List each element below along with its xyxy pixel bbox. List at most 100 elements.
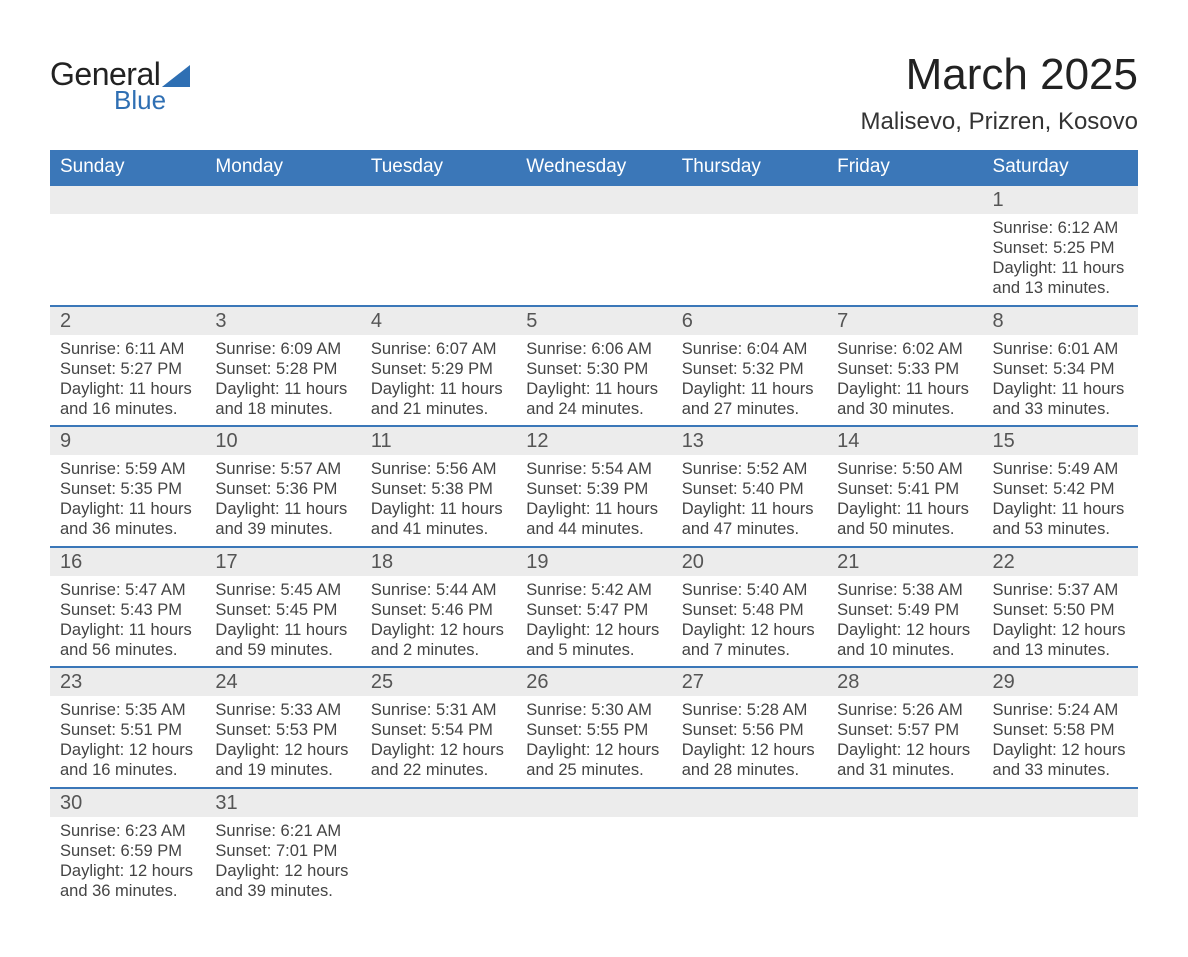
- sunset-line: Sunset: 5:25 PM: [993, 238, 1128, 258]
- day-number: 12: [516, 427, 671, 455]
- day-detail: [516, 817, 671, 847]
- day-number: 25: [361, 668, 516, 696]
- day-number: 29: [983, 668, 1138, 696]
- sunrise-line: Sunrise: 5:49 AM: [993, 459, 1128, 479]
- day-detail: Sunrise: 5:37 AMSunset: 5:50 PMDaylight:…: [983, 576, 1138, 667]
- sunset-line: Sunset: 5:35 PM: [60, 479, 195, 499]
- calendar-week: 2Sunrise: 6:11 AMSunset: 5:27 PMDaylight…: [50, 306, 1138, 427]
- sunset-line: Sunset: 5:30 PM: [526, 359, 661, 379]
- sunrise-line: Sunrise: 5:44 AM: [371, 580, 506, 600]
- day-detail: [361, 214, 516, 244]
- sunset-line: Sunset: 5:48 PM: [682, 600, 817, 620]
- day-detail: Sunrise: 5:40 AMSunset: 5:48 PMDaylight:…: [672, 576, 827, 667]
- sunrise-line: Sunrise: 5:24 AM: [993, 700, 1128, 720]
- sunrise-line: Sunrise: 6:06 AM: [526, 339, 661, 359]
- day-number: [361, 789, 516, 817]
- sunrise-line: Sunrise: 5:45 AM: [215, 580, 350, 600]
- day-number: 20: [672, 548, 827, 576]
- day-number: 7: [827, 307, 982, 335]
- day-header-sunday: Sunday: [50, 150, 205, 185]
- calendar-cell: 8Sunrise: 6:01 AMSunset: 5:34 PMDaylight…: [983, 306, 1138, 427]
- sunrise-line: Sunrise: 5:33 AM: [215, 700, 350, 720]
- day-detail: Sunrise: 6:09 AMSunset: 5:28 PMDaylight:…: [205, 335, 360, 426]
- sunset-line: Sunset: 5:41 PM: [837, 479, 972, 499]
- calendar-cell: 31Sunrise: 6:21 AMSunset: 7:01 PMDayligh…: [205, 788, 360, 908]
- day-number: 19: [516, 548, 671, 576]
- day-number: [983, 789, 1138, 817]
- daylight-line: Daylight: 11 hours and 18 minutes.: [215, 379, 350, 419]
- sunset-line: Sunset: 5:28 PM: [215, 359, 350, 379]
- day-number: [827, 789, 982, 817]
- daylight-line: Daylight: 12 hours and 16 minutes.: [60, 740, 195, 780]
- day-number: 17: [205, 548, 360, 576]
- day-header-tuesday: Tuesday: [361, 150, 516, 185]
- calendar-cell: 17Sunrise: 5:45 AMSunset: 5:45 PMDayligh…: [205, 547, 360, 668]
- day-number: 22: [983, 548, 1138, 576]
- day-number: [50, 186, 205, 214]
- daylight-line: Daylight: 12 hours and 33 minutes.: [993, 740, 1128, 780]
- daylight-line: Daylight: 12 hours and 2 minutes.: [371, 620, 506, 660]
- sunrise-line: Sunrise: 5:50 AM: [837, 459, 972, 479]
- daylight-line: Daylight: 11 hours and 44 minutes.: [526, 499, 661, 539]
- calendar-cell: 13Sunrise: 5:52 AMSunset: 5:40 PMDayligh…: [672, 426, 827, 547]
- sunrise-line: Sunrise: 5:38 AM: [837, 580, 972, 600]
- day-number: 11: [361, 427, 516, 455]
- day-number: 24: [205, 668, 360, 696]
- day-number: 26: [516, 668, 671, 696]
- sunset-line: Sunset: 5:32 PM: [682, 359, 817, 379]
- day-detail: Sunrise: 5:42 AMSunset: 5:47 PMDaylight:…: [516, 576, 671, 667]
- day-number: [205, 186, 360, 214]
- calendar-cell: 12Sunrise: 5:54 AMSunset: 5:39 PMDayligh…: [516, 426, 671, 547]
- sunrise-line: Sunrise: 6:23 AM: [60, 821, 195, 841]
- sunrise-line: Sunrise: 5:40 AM: [682, 580, 817, 600]
- calendar-cell: [50, 185, 205, 306]
- calendar-cell: 14Sunrise: 5:50 AMSunset: 5:41 PMDayligh…: [827, 426, 982, 547]
- day-number: 27: [672, 668, 827, 696]
- day-number: 13: [672, 427, 827, 455]
- day-number: [672, 789, 827, 817]
- calendar-cell: 9Sunrise: 5:59 AMSunset: 5:35 PMDaylight…: [50, 426, 205, 547]
- day-number: 21: [827, 548, 982, 576]
- day-detail: [983, 817, 1138, 847]
- day-number: 2: [50, 307, 205, 335]
- calendar-cell: 15Sunrise: 5:49 AMSunset: 5:42 PMDayligh…: [983, 426, 1138, 547]
- day-number: 14: [827, 427, 982, 455]
- calendar-cell: 6Sunrise: 6:04 AMSunset: 5:32 PMDaylight…: [672, 306, 827, 427]
- day-number: 16: [50, 548, 205, 576]
- daylight-line: Daylight: 11 hours and 13 minutes.: [993, 258, 1128, 298]
- calendar-cell: 1Sunrise: 6:12 AMSunset: 5:25 PMDaylight…: [983, 185, 1138, 306]
- sunrise-line: Sunrise: 5:57 AM: [215, 459, 350, 479]
- day-number: [516, 186, 671, 214]
- daylight-line: Daylight: 12 hours and 13 minutes.: [993, 620, 1128, 660]
- day-number: 31: [205, 789, 360, 817]
- daylight-line: Daylight: 11 hours and 59 minutes.: [215, 620, 350, 660]
- logo: General Blue: [50, 50, 190, 116]
- calendar-cell: 25Sunrise: 5:31 AMSunset: 5:54 PMDayligh…: [361, 667, 516, 788]
- calendar-cell: [672, 788, 827, 908]
- sunset-line: Sunset: 5:54 PM: [371, 720, 506, 740]
- day-detail: Sunrise: 5:28 AMSunset: 5:56 PMDaylight:…: [672, 696, 827, 787]
- sunrise-line: Sunrise: 6:12 AM: [993, 218, 1128, 238]
- sunrise-line: Sunrise: 6:09 AM: [215, 339, 350, 359]
- calendar-week: 16Sunrise: 5:47 AMSunset: 5:43 PMDayligh…: [50, 547, 1138, 668]
- sunset-line: Sunset: 5:58 PM: [993, 720, 1128, 740]
- daylight-line: Daylight: 12 hours and 10 minutes.: [837, 620, 972, 660]
- sunrise-line: Sunrise: 6:04 AM: [682, 339, 817, 359]
- day-number: 5: [516, 307, 671, 335]
- sunset-line: Sunset: 5:57 PM: [837, 720, 972, 740]
- day-detail: Sunrise: 5:54 AMSunset: 5:39 PMDaylight:…: [516, 455, 671, 546]
- day-detail: Sunrise: 5:50 AMSunset: 5:41 PMDaylight:…: [827, 455, 982, 546]
- day-detail: Sunrise: 5:49 AMSunset: 5:42 PMDaylight:…: [983, 455, 1138, 546]
- sunset-line: Sunset: 5:40 PM: [682, 479, 817, 499]
- daylight-line: Daylight: 12 hours and 5 minutes.: [526, 620, 661, 660]
- sunrise-line: Sunrise: 5:42 AM: [526, 580, 661, 600]
- calendar-cell: 3Sunrise: 6:09 AMSunset: 5:28 PMDaylight…: [205, 306, 360, 427]
- sunset-line: Sunset: 5:47 PM: [526, 600, 661, 620]
- calendar-cell: 4Sunrise: 6:07 AMSunset: 5:29 PMDaylight…: [361, 306, 516, 427]
- sunset-line: Sunset: 5:42 PM: [993, 479, 1128, 499]
- daylight-line: Daylight: 11 hours and 53 minutes.: [993, 499, 1128, 539]
- calendar-body: 1Sunrise: 6:12 AMSunset: 5:25 PMDaylight…: [50, 185, 1138, 907]
- day-header-monday: Monday: [205, 150, 360, 185]
- calendar-cell: 29 Sunrise: 5:24 AMSunset: 5:58 PMDayligh…: [983, 667, 1138, 788]
- calendar-cell: 10Sunrise: 5:57 AMSunset: 5:36 PMDayligh…: [205, 426, 360, 547]
